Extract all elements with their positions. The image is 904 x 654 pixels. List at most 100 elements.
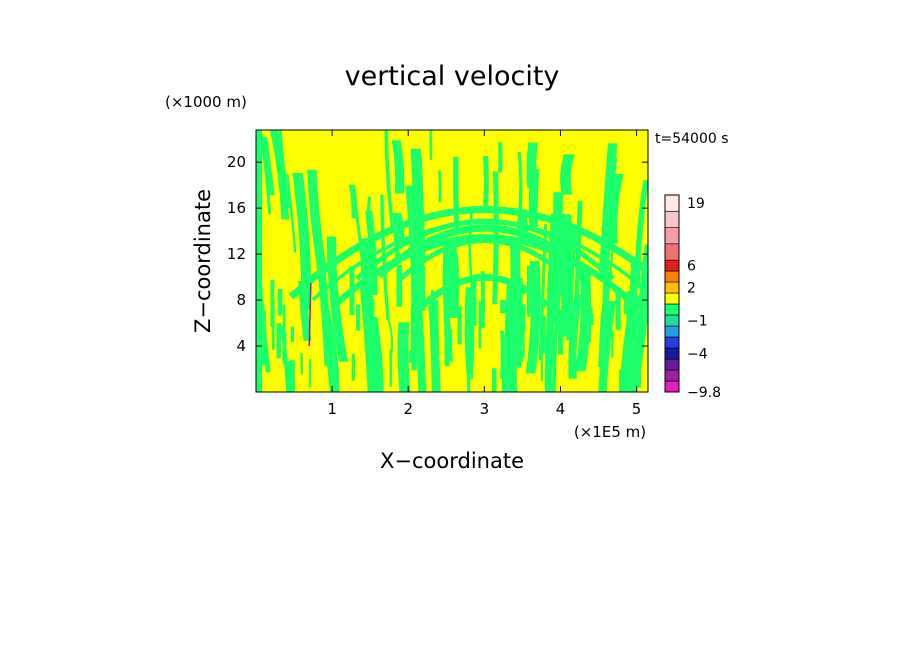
- velocity-band: [623, 296, 628, 314]
- velocity-band: [636, 355, 642, 388]
- x-tick-label: 5: [632, 400, 642, 418]
- velocity-band: [364, 298, 371, 319]
- x-axis-label: X−coordinate: [380, 449, 524, 473]
- plot-frame: [255, 129, 649, 393]
- x-tick-label: 3: [480, 400, 490, 418]
- colorbar-frame: [664, 194, 680, 393]
- velocity-band: [635, 269, 648, 376]
- velocity-band: [384, 130, 395, 233]
- colorbar-segment: [664, 281, 680, 294]
- y-axis-unit-label: (×1000 m): [165, 93, 247, 111]
- colorbar-tick-label: 19: [687, 196, 705, 212]
- velocity-band: [351, 353, 355, 381]
- colorbar: 19 6 2 −1 −4 −9.8: [664, 194, 721, 401]
- velocity-band: [387, 319, 394, 359]
- velocity-band: [457, 306, 462, 345]
- velocity-band: [370, 299, 375, 315]
- velocity-band: [629, 367, 635, 386]
- velocity-band: [203, 325, 219, 385]
- velocity-band: [560, 154, 575, 195]
- velocity-band: [259, 131, 272, 214]
- velocity-band: [277, 289, 283, 316]
- velocity-band: [335, 368, 340, 387]
- y-axis-ticks: 4 8 12 16 20: [227, 153, 648, 355]
- y-tick-label: 12: [227, 245, 246, 263]
- velocity-band: [526, 142, 538, 189]
- x-tick-label: 2: [403, 400, 413, 418]
- velocity-band: [604, 224, 618, 345]
- colorbar-segment: [664, 369, 680, 382]
- velocity-band: [483, 156, 489, 206]
- velocity-band: [557, 310, 564, 355]
- velocity-band: [611, 330, 614, 358]
- velocity-band: [521, 349, 524, 363]
- velocity-band: [283, 304, 286, 352]
- colorbar-tick-label: −1: [687, 314, 708, 330]
- velocity-band: [506, 280, 512, 325]
- velocity-band: [522, 308, 525, 358]
- velocity-band: [599, 272, 613, 367]
- velocity-band: [552, 287, 562, 392]
- velocity-band: [366, 316, 384, 392]
- colorbar-segment: [664, 194, 680, 212]
- velocity-band: [305, 271, 311, 311]
- velocity-band: [311, 220, 648, 301]
- velocity-band: [467, 358, 471, 392]
- velocity-band: [276, 323, 281, 359]
- velocity-band: [553, 310, 559, 324]
- velocity-band: [307, 169, 327, 270]
- velocity-band: [261, 310, 266, 323]
- velocity-band: [269, 130, 290, 220]
- colorbar-segment: [664, 243, 680, 261]
- colorbar-segment: [664, 358, 680, 371]
- velocity-band: [354, 207, 368, 328]
- colorbar-segment: [664, 380, 680, 393]
- velocity-band: [391, 140, 405, 194]
- velocity-band: [256, 130, 262, 392]
- y-tick-label: 16: [227, 199, 246, 217]
- velocity-band: [366, 196, 375, 246]
- colorbar-segment: [664, 303, 680, 316]
- velocity-band: [309, 359, 312, 388]
- velocity-band: [525, 260, 541, 374]
- velocity-band: [411, 326, 417, 371]
- y-tick-label: 8: [236, 291, 246, 309]
- velocity-band: [409, 350, 412, 363]
- velocity-band: [389, 349, 392, 387]
- colorbar-segment: [664, 259, 680, 272]
- colorbar-tick-label: −9.8: [687, 385, 721, 401]
- velocity-band: [413, 287, 418, 314]
- velocity-band: [397, 322, 411, 392]
- velocity-band: [651, 146, 660, 208]
- velocity-band: [632, 298, 638, 341]
- velocity-band: [478, 300, 482, 349]
- strong-downdraft-feature: [308, 282, 312, 347]
- velocity-band: [328, 313, 331, 330]
- x-axis-ticks: 1 2 3 4 5: [327, 130, 641, 418]
- colorbar-segment: [664, 270, 680, 283]
- velocity-band: [288, 206, 648, 300]
- velocity-band: [400, 337, 403, 365]
- x-axis-unit-label: (×1E5 m): [574, 423, 646, 441]
- chart-title: vertical velocity: [345, 61, 560, 92]
- velocity-band: [431, 290, 435, 329]
- colorbar-segment: [664, 325, 680, 338]
- velocity-band: [298, 281, 312, 341]
- velocity-band: [437, 170, 442, 203]
- velocity-band: [575, 270, 592, 372]
- velocity-band: [540, 334, 543, 381]
- y-tick-label: 4: [236, 337, 246, 355]
- velocity-field: [203, 130, 660, 392]
- velocity-band: [470, 327, 474, 364]
- colorbar-segment: [664, 347, 680, 360]
- velocity-band: [638, 244, 648, 312]
- velocity-band: [480, 271, 486, 329]
- velocity-band: [410, 304, 415, 351]
- velocity-band: [497, 142, 503, 173]
- velocity-band: [356, 304, 361, 331]
- time-label: t=54000 s: [655, 131, 729, 147]
- velocity-band: [603, 310, 607, 329]
- velocity-band: [420, 274, 550, 308]
- velocity-band: [396, 265, 403, 307]
